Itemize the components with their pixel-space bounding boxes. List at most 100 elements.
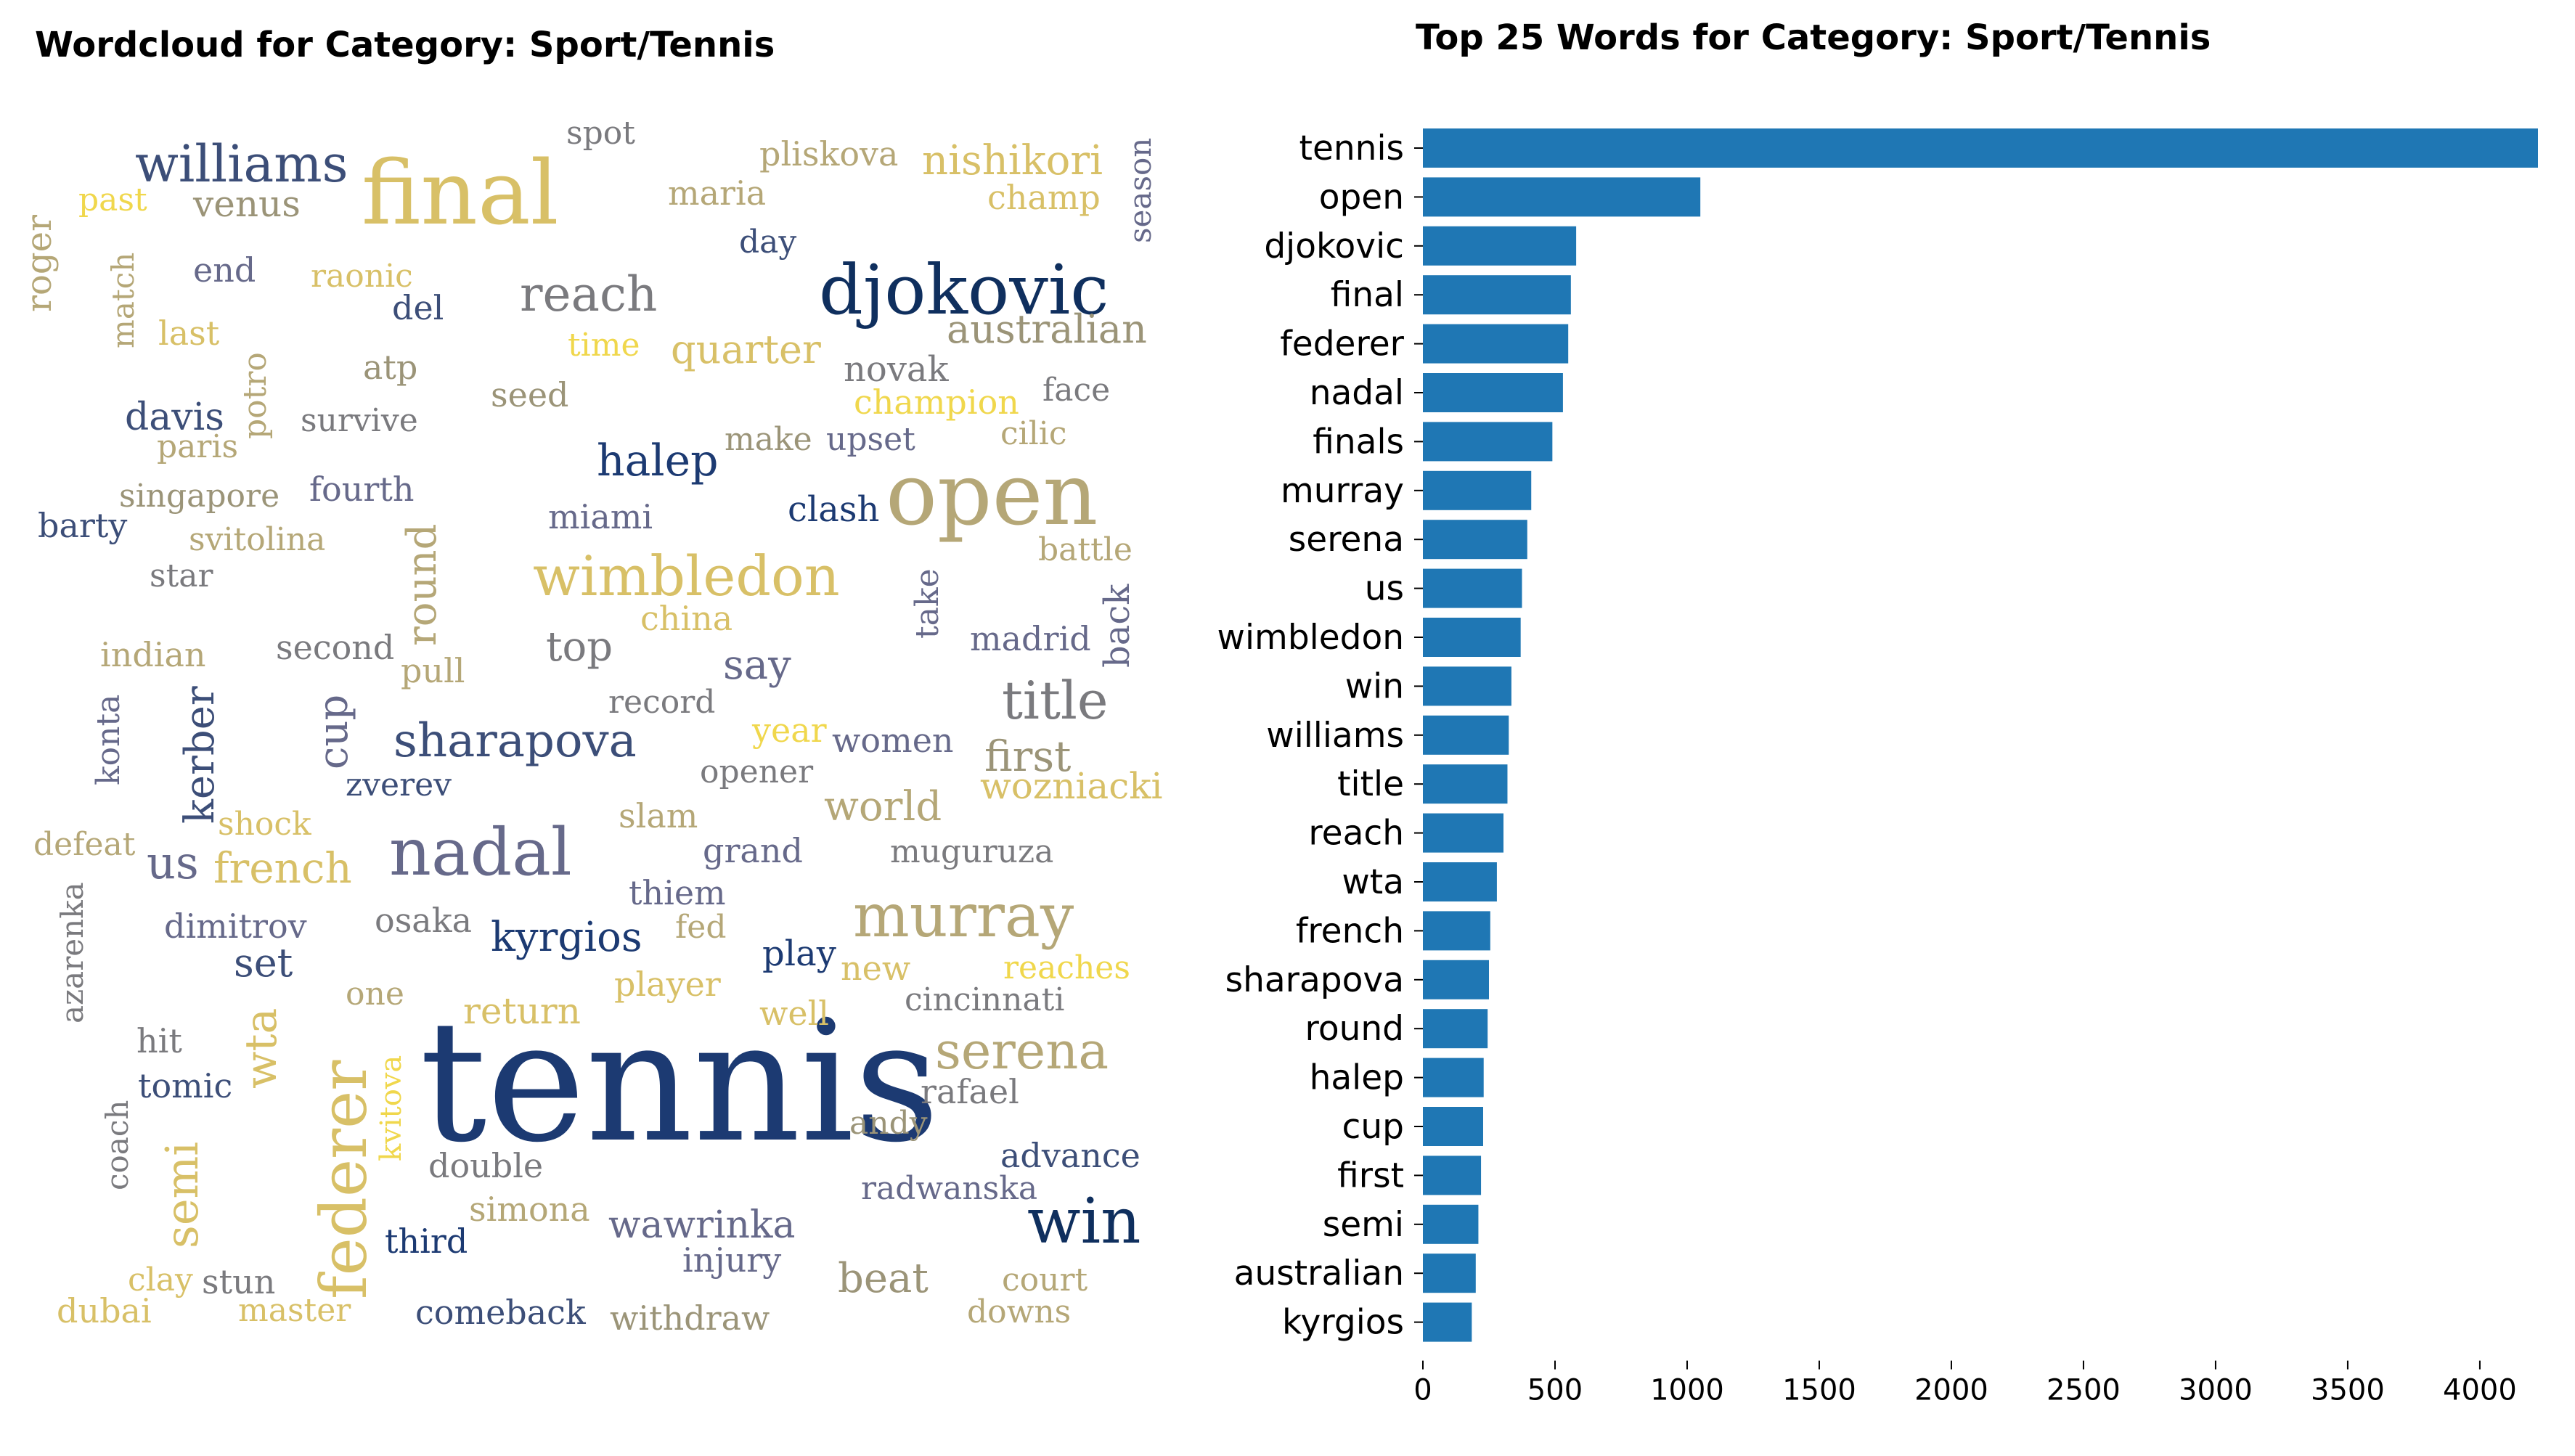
- bar-nadal: [1423, 373, 1563, 412]
- wordcloud-word: make: [725, 421, 812, 458]
- x-tick-label: 4000: [2443, 1374, 2517, 1407]
- wordcloud-word: champ: [987, 178, 1101, 217]
- wordcloud-word: day: [739, 224, 796, 261]
- wordcloud-word: raonic: [311, 258, 413, 295]
- wordcloud-word: davis: [125, 396, 224, 439]
- wordcloud-word: set: [234, 940, 293, 986]
- bar-open: [1423, 177, 1701, 217]
- wordcloud-word: svitolina: [189, 521, 325, 558]
- bar-tennis: [1423, 128, 2538, 168]
- wordcloud-word: upset: [826, 421, 915, 458]
- wordcloud-word: defeat: [33, 826, 136, 863]
- x-tick-label: 3500: [2311, 1374, 2385, 1407]
- wordcloud-word: return: [463, 990, 581, 1032]
- bar-wimbledon: [1423, 618, 1521, 657]
- wordcloud-word: muguruza: [890, 833, 1053, 870]
- wordcloud-word: us: [147, 836, 199, 889]
- wordcloud-word: beat: [838, 1255, 929, 1302]
- wordcloud-word: serena: [935, 1021, 1109, 1081]
- wordcloud-word: cup: [310, 695, 357, 769]
- wordcloud-word: indian: [100, 635, 206, 674]
- bar-kyrgios: [1423, 1302, 1472, 1342]
- bar-murray: [1423, 470, 1532, 510]
- wordcloud-word: clash: [788, 489, 879, 530]
- wordcloud-word: tennis: [420, 986, 939, 1179]
- y-tick-label: kyrgios: [1282, 1303, 1404, 1343]
- wordcloud-word: stun: [202, 1262, 275, 1301]
- wordcloud-word: second: [276, 628, 394, 667]
- x-tick-label: 500: [1527, 1374, 1583, 1407]
- wordcloud-word: potro: [237, 352, 274, 439]
- wordcloud-word: master: [238, 1292, 351, 1329]
- wordcloud-word: downs: [967, 1293, 1071, 1330]
- x-tick-label: 3000: [2179, 1374, 2253, 1407]
- wordcloud-word: pull: [401, 651, 465, 690]
- bar-chart-title: Top 25 Words for Category: Sport/Tennis: [1416, 17, 2211, 58]
- wordcloud-word: azarenka: [54, 882, 90, 1023]
- y-tick-label: semi: [1323, 1205, 1404, 1245]
- wordcloud-title: Wordcloud for Category: Sport/Tennis: [35, 25, 775, 65]
- y-tick-label: us: [1365, 569, 1404, 609]
- wordcloud-word: advance: [1000, 1136, 1140, 1175]
- y-tick-label: wimbledon: [1217, 618, 1404, 658]
- wordcloud-word: back: [1097, 584, 1138, 668]
- wordcloud-word: williams: [135, 134, 348, 194]
- wordcloud-word: madrid: [970, 619, 1091, 658]
- bar-us: [1423, 568, 1522, 608]
- wordcloud-word: zverev: [346, 766, 452, 803]
- wordcloud-word: opener: [700, 753, 814, 790]
- y-tick-label: round: [1305, 1009, 1404, 1049]
- y-tick-label: sharapova: [1225, 960, 1404, 1000]
- y-tick-label: french: [1296, 911, 1404, 951]
- wordcloud-word: barty: [38, 506, 127, 545]
- bar-french: [1423, 911, 1490, 951]
- bar-round: [1423, 1009, 1488, 1049]
- wordcloud-word: china: [640, 599, 732, 638]
- x-tick-label: 1000: [1650, 1374, 1724, 1407]
- wordcloud-word: murray: [853, 882, 1074, 951]
- wordcloud-word: face: [1042, 372, 1110, 409]
- x-tick-label: 0: [1413, 1374, 1432, 1407]
- bar-final: [1423, 275, 1571, 315]
- bar-reach: [1423, 813, 1504, 853]
- y-tick-label: nadal: [1310, 373, 1404, 413]
- bar-win: [1423, 666, 1511, 706]
- y-tick-label: federer: [1280, 324, 1404, 364]
- wordcloud-word: year: [751, 711, 827, 750]
- wordcloud-word: halep: [597, 435, 719, 486]
- wordcloud-word: thiem: [629, 873, 726, 912]
- wordcloud-word: injury: [682, 1240, 781, 1280]
- wordcloud-word: open: [886, 444, 1098, 544]
- wordcloud-word: kyrgios: [491, 914, 642, 961]
- x-tick-label: 2000: [1914, 1374, 1988, 1407]
- wordcloud-word: venus: [192, 183, 301, 225]
- wordcloud-word: tomic: [138, 1066, 232, 1105]
- wordcloud-word: double: [428, 1146, 543, 1185]
- wordcloud-word: nishikori: [922, 137, 1103, 184]
- bar-sharapova: [1423, 960, 1489, 999]
- wordcloud-word: battle: [1038, 531, 1133, 568]
- wordcloud-word: coach: [99, 1100, 135, 1190]
- x-tick-label: 1500: [1782, 1374, 1856, 1407]
- wordcloud-word: season: [1122, 138, 1158, 243]
- wordcloud-word: simona: [469, 1190, 590, 1229]
- y-tick-label: williams: [1266, 716, 1404, 756]
- y-tick-label: djokovic: [1264, 226, 1404, 266]
- wordcloud-word: past: [78, 181, 147, 218]
- wordcloud-word: third: [385, 1222, 468, 1261]
- wordcloud-word: dimitrov: [164, 907, 307, 946]
- wordcloud-word: del: [392, 288, 444, 327]
- wordcloud-word: hit: [136, 1021, 182, 1060]
- wordcloud-word: dubai: [57, 1291, 152, 1330]
- wordcloud-word: rafael: [921, 1072, 1019, 1111]
- y-tick-label: serena: [1289, 520, 1404, 560]
- wordcloud-word: round: [399, 524, 446, 646]
- bar-djokovic: [1423, 226, 1577, 266]
- wordcloud-word: cincinnati: [905, 981, 1064, 1018]
- y-tick-label: reach: [1308, 814, 1404, 854]
- wordcloud-word: time: [568, 327, 640, 364]
- bar-williams: [1423, 715, 1509, 755]
- wordcloud-word: player: [614, 965, 721, 1004]
- wordcloud-word: wawrinka: [608, 1203, 796, 1247]
